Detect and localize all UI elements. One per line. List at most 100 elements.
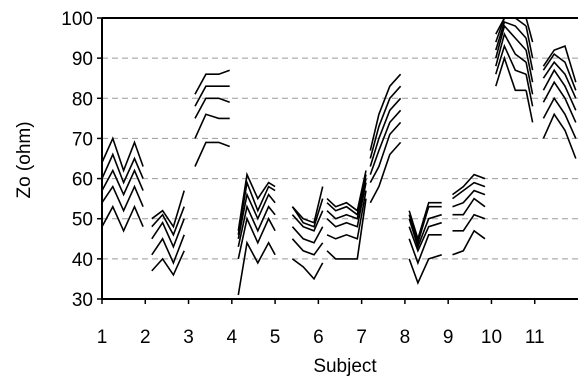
subject-11b-line-3 — [542, 80, 577, 123]
subject-11-line-4 — [525, 49, 534, 83]
subject-group-11b — [542, 45, 577, 159]
subject-6-line-2 — [326, 190, 367, 240]
grid — [102, 57, 578, 260]
subject-1-line-4 — [101, 152, 144, 185]
subject-3-line-2 — [194, 113, 230, 139]
subject-9-line-3 — [452, 197, 486, 216]
y-tick-labels: 30 40 50 60 70 80 90 100 — [61, 9, 102, 311]
y-tick-80: 80 — [72, 89, 93, 110]
subject-3-line-1 — [194, 141, 230, 167]
subject-11-line-2 — [525, 74, 534, 107]
subject-group-8 — [408, 201, 442, 286]
subject-6-line-4 — [326, 178, 367, 220]
subject-2-line-5 — [151, 190, 185, 229]
subject-2-line-2 — [151, 234, 185, 265]
x-tick-1: 1 — [97, 327, 108, 348]
subject-1-line-5 — [101, 136, 144, 173]
subject-11-line-6 — [525, 25, 534, 59]
subject-10-line-4 — [495, 24, 527, 59]
subject-9-line-4 — [452, 189, 486, 208]
x-tick-3: 3 — [183, 327, 194, 348]
subject-11b-line-1 — [542, 112, 577, 159]
y-tick-100: 100 — [61, 9, 93, 30]
subject-8-line-2 — [408, 234, 442, 266]
axes — [101, 17, 578, 300]
subject-4-line-4 — [237, 191, 276, 239]
x-tick-2: 2 — [140, 327, 151, 348]
subject-3-line-3 — [194, 97, 230, 119]
subject-11b-line-2 — [542, 96, 577, 139]
subject-11b-line-6 — [542, 52, 577, 91]
x-tick-9: 9 — [443, 327, 454, 348]
subject-11b-line-4 — [542, 68, 577, 111]
y-tick-30: 30 — [72, 290, 93, 311]
subject-8-line-6 — [408, 201, 442, 242]
subject-8-line-3 — [408, 221, 442, 253]
subject-3-line-5 — [194, 69, 230, 95]
subject-group-2 — [151, 190, 185, 277]
subject-11-line-7 — [525, 17, 534, 43]
subject-group-7 — [369, 73, 402, 204]
subject-group-11 — [525, 17, 534, 123]
x-tick-8: 8 — [400, 327, 411, 348]
subject-1-line-3 — [101, 168, 144, 197]
subject-5-line-2 — [291, 238, 324, 256]
subject-6-line-6 — [326, 170, 367, 213]
subject-group-3 — [194, 69, 230, 167]
y-tick-90: 90 — [72, 49, 93, 70]
subject-5-line-4 — [291, 210, 324, 232]
subject-group-6 — [326, 170, 367, 260]
y-axis-title: Zo (ohm) — [14, 121, 35, 198]
subject-8-line-1 — [408, 254, 442, 286]
subject-9-line-2 — [452, 213, 486, 232]
subject-4-line-3 — [237, 204, 276, 247]
x-tick-5: 5 — [270, 327, 281, 348]
subject-11-line-1 — [525, 90, 534, 123]
subject-6-line-3 — [326, 182, 367, 228]
subject-3-line-4 — [194, 85, 230, 107]
subject-9-line-1 — [452, 229, 486, 256]
subject-1-line-1 — [101, 204, 144, 233]
subject-4-line-6 — [237, 171, 276, 231]
subject-9-line-5 — [452, 181, 486, 200]
subject-11-line-5 — [525, 37, 534, 71]
subject-7-line-4 — [369, 97, 402, 167]
x-axis-title: Subject — [313, 356, 377, 377]
subject-8-line-5 — [408, 205, 442, 246]
subject-6-line-5 — [326, 174, 367, 217]
subject-5-line-3 — [291, 226, 324, 244]
subject-11b-line-5 — [542, 60, 577, 99]
y-tick-70: 70 — [72, 129, 93, 150]
subject-6-line-1 — [326, 198, 367, 260]
y-tick-50: 50 — [72, 210, 93, 231]
subject-11-line-3 — [525, 62, 534, 95]
subject-10-line-5 — [495, 20, 527, 51]
y-tick-40: 40 — [72, 250, 93, 271]
subject-4-line-2 — [237, 216, 276, 260]
subject-2-line-3 — [151, 218, 185, 249]
subject-5-line-5 — [291, 198, 324, 228]
subject-5-line-1 — [291, 258, 324, 281]
subject-7-line-5 — [369, 85, 402, 159]
subject-4-line-1 — [237, 240, 276, 296]
subject-2-line-4 — [151, 206, 185, 237]
subject-2-line-1 — [151, 250, 185, 277]
subject-7-line-3 — [369, 109, 402, 175]
subject-7-line-6 — [369, 73, 402, 151]
x-tick-labels: 1 2 3 4 5 6 7 8 9 10 11 — [97, 299, 545, 348]
x-tick-7: 7 — [356, 327, 367, 348]
x-tick-6: 6 — [313, 327, 324, 348]
subject-10-line-2 — [495, 43, 527, 75]
x-tick-11: 11 — [525, 327, 545, 348]
y-tick-60: 60 — [72, 170, 93, 191]
subject-1-line-2 — [101, 184, 144, 213]
subject-group-1 — [101, 136, 144, 233]
subject-7-line-1 — [369, 141, 402, 204]
x-tick-4: 4 — [227, 327, 238, 348]
subject-11b-line-7 — [542, 45, 577, 83]
subject-group-5 — [291, 186, 324, 281]
subject-5-line-6 — [291, 186, 324, 224]
subject-8-line-4 — [408, 213, 442, 250]
subject-group-4 — [237, 171, 276, 296]
